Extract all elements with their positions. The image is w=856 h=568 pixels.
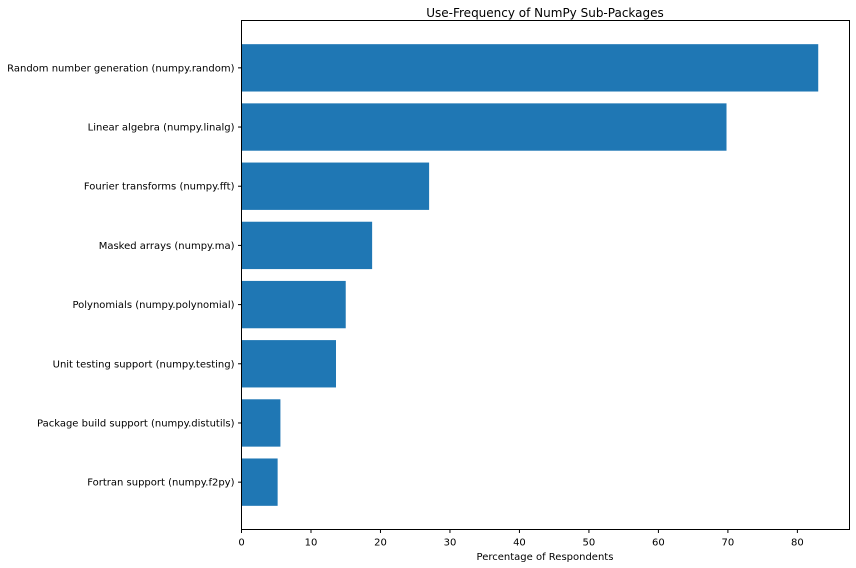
bars-group [241,44,819,506]
bar-1 [241,44,819,92]
x-tick-label: 70 [722,538,735,549]
x-axis-label: Percentage of Respondents [477,552,614,563]
plot-frame [241,20,850,530]
bar-2 [241,103,727,151]
bar-3 [241,162,430,210]
y-tick-label: Linear algebra (numpy.linalg) [88,123,235,134]
y-tick-label: Masked arrays (numpy.ma) [99,241,235,252]
y-tick-labels: Random number generation (numpy.random) L… [7,63,242,489]
y-tick-label: Package build support (numpy.distutils) [37,418,235,429]
x-tick-label: 20 [374,538,387,549]
y-tick-label: Polynomials (numpy.polynomial) [72,300,234,311]
x-tick-label: 50 [583,538,596,549]
x-tick-label: 40 [513,538,526,549]
bar-6 [241,340,337,388]
x-tick-label: 80 [791,538,804,549]
y-tick-label: Random number generation (numpy.random) [7,63,234,74]
bar-7 [241,399,281,447]
y-tick-label: Unit testing support (numpy.testing) [53,359,235,370]
x-tick-label: 0 [238,538,244,549]
y-tick-label: Fortran support (numpy.f2py) [87,478,234,489]
x-tick-label: 10 [305,538,318,549]
bar-4 [241,221,373,270]
chart-title: Use-Frequency of NumPy Sub-Packages [426,6,664,20]
x-tick-label: 30 [444,538,457,549]
bar-8 [241,458,278,506]
y-tick-label: Fourier transforms (numpy.fft) [84,182,235,193]
x-tick-label: 60 [652,538,665,549]
bar-5 [241,280,346,329]
x-ticks: 0 10 20 30 40 50 60 70 80 [238,529,804,549]
